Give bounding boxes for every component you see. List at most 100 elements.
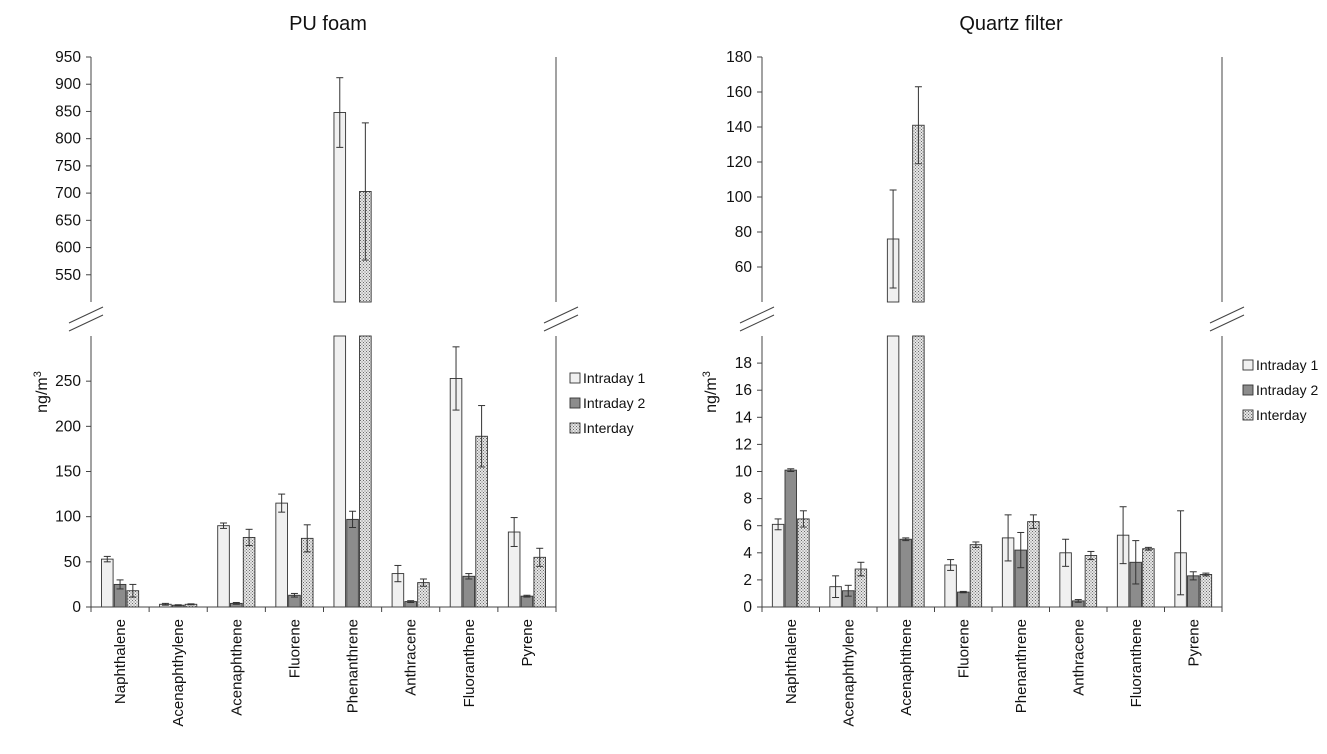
legend-swatch — [1243, 410, 1253, 420]
error-bar — [175, 605, 182, 606]
bar-acenaphthene-interday — [243, 537, 255, 607]
y-tick-label: 800 — [55, 131, 81, 148]
legend-label: Interday — [1256, 407, 1307, 423]
bar-naphthalene-intraday-1 — [772, 524, 784, 607]
y-tick-label: 200 — [55, 418, 81, 435]
y-tick-label: 8 — [743, 491, 752, 508]
y-tick-label: 550 — [55, 267, 81, 284]
axes-group: 0246810121416186080100120140160180Naphth… — [726, 49, 1244, 727]
x-tick-label: Naphthalene — [112, 619, 129, 704]
y-tick-label: 0 — [743, 599, 752, 616]
x-tick-label: Phenanthrene — [1013, 619, 1030, 713]
bar-anthracene-interday — [1085, 556, 1097, 607]
x-tick-label: Acenaphthene — [898, 619, 915, 716]
axis-break-mark — [740, 307, 774, 331]
y-axis-label-unit: ng/m — [703, 377, 720, 413]
legend-label: Intraday 1 — [583, 370, 645, 386]
y-tick-label: 16 — [735, 382, 752, 399]
axis-break-mark — [69, 307, 103, 331]
y-tick-label: 60 — [735, 259, 753, 276]
chart-quartz-filter: Quartz filter 02468101214161860801001201… — [701, 13, 1318, 727]
bar-fluoranthene-intraday-2 — [463, 576, 475, 607]
y-tick-label: 160 — [726, 84, 752, 101]
axis-break-mark — [544, 307, 578, 331]
bar-acenaphthene-intraday-2 — [900, 539, 912, 607]
y-tick-label: 120 — [726, 154, 752, 171]
chart-title: Quartz filter — [959, 13, 1063, 35]
bar-naphthalene-interday — [798, 519, 810, 607]
x-tick-label: Acenaphthene — [228, 619, 245, 716]
bar-pyrene-intraday-2 — [521, 596, 533, 607]
bar-fluorene-intraday-1 — [276, 503, 288, 607]
bar-phenanthrene-intraday-2 — [347, 519, 359, 607]
y-tick-label: 650 — [55, 212, 81, 229]
bars-group — [772, 87, 1211, 607]
x-tick-label: Pyrene — [519, 619, 536, 667]
y-tick-label: 100 — [55, 509, 81, 526]
bar-acenaphthene-interday-lower — [913, 336, 925, 607]
bar-naphthalene-intraday-1 — [101, 559, 113, 607]
legend-item-intraday-2: Intraday 2 — [570, 395, 645, 411]
y-tick-label: 900 — [55, 76, 81, 93]
bar-phenanthrene-intraday-1-lower — [334, 336, 346, 607]
y-tick-label: 6 — [743, 518, 752, 535]
y-tick-label: 0 — [72, 599, 81, 616]
y-tick-label: 600 — [55, 240, 81, 257]
y-axis-label-exponent: 3 — [701, 371, 713, 377]
legend-label: Intraday 2 — [583, 395, 645, 411]
x-tick-label: Naphthalene — [783, 619, 800, 704]
y-tick-label: 950 — [55, 49, 81, 66]
y-axis-label: ng/m3 — [701, 371, 720, 413]
bar-fluorene-interday — [970, 545, 982, 607]
chart-pu-foam: PU foam 0 50 100 150 200 250 550 600 650 700 750 80… — [32, 13, 645, 727]
x-tick-label: Pyrene — [1185, 619, 1202, 667]
axis-break-mark — [1210, 307, 1244, 331]
chart-title: PU foam — [289, 13, 367, 35]
y-tick-label: 2 — [743, 572, 752, 589]
bar-phenanthrene-interday — [1028, 522, 1040, 607]
y-tick-label: 140 — [726, 119, 752, 136]
x-tick-label: Anthracene — [1070, 619, 1087, 696]
x-tick-label: Fluorene — [286, 619, 303, 678]
y-tick-label: 150 — [55, 464, 81, 481]
y-tick-label: 80 — [735, 224, 753, 241]
legend-item-intraday-1: Intraday 1 — [1243, 357, 1318, 373]
legend-item-interday: Interday — [570, 420, 634, 436]
bar-fluorene-intraday-1 — [945, 565, 957, 607]
x-tick-label: Fluoranthene — [461, 619, 478, 707]
bar-acenaphthene-intraday-1-lower — [887, 336, 899, 607]
error-bar — [187, 604, 194, 605]
bar-pyrene-interday — [1200, 574, 1212, 607]
y-tick-label: 100 — [726, 189, 752, 206]
legend-item-interday: Interday — [1243, 407, 1307, 423]
y-tick-label: 180 — [726, 49, 752, 66]
bar-fluoranthene-interday — [1143, 549, 1155, 607]
legend-item-intraday-1: Intraday 1 — [570, 370, 645, 386]
legend: Intraday 1 Intraday 2 Interday — [570, 370, 645, 436]
legend-label: Interday — [583, 420, 634, 436]
bar-fluorene-intraday-2 — [958, 592, 970, 607]
y-tick-label: 4 — [743, 545, 752, 562]
legend-swatch — [1243, 385, 1253, 395]
x-tick-label: Acenaphthylene — [170, 619, 187, 727]
y-axis-label: ng/m3 — [32, 371, 51, 413]
bar-phenanthrene-interday-lower — [360, 336, 372, 607]
y-axis-label-exponent: 3 — [32, 371, 44, 377]
x-tick-label: Fluoranthene — [1128, 619, 1145, 707]
axes-group: 0 50 100 150 200 250 550 600 650 700 750 800 850 900 9… — [55, 49, 578, 727]
y-tick-label: 750 — [55, 158, 81, 175]
legend-swatch — [570, 398, 580, 408]
x-tick-label: Fluorene — [955, 619, 972, 678]
bar-fluoranthene-intraday-1 — [450, 378, 462, 607]
x-tick-label: Acenaphthylene — [840, 619, 857, 727]
y-tick-label: 700 — [55, 185, 81, 202]
legend: Intraday 1 Intraday 2 Interday — [1243, 357, 1318, 423]
y-tick-label: 50 — [64, 554, 82, 571]
legend-swatch — [570, 373, 580, 383]
y-tick-label: 10 — [735, 464, 753, 481]
y-tick-label: 850 — [55, 103, 81, 120]
legend-swatch — [1243, 360, 1253, 370]
bar-pyrene-intraday-2 — [1188, 576, 1200, 607]
x-tick-label: Phenanthrene — [345, 619, 362, 713]
